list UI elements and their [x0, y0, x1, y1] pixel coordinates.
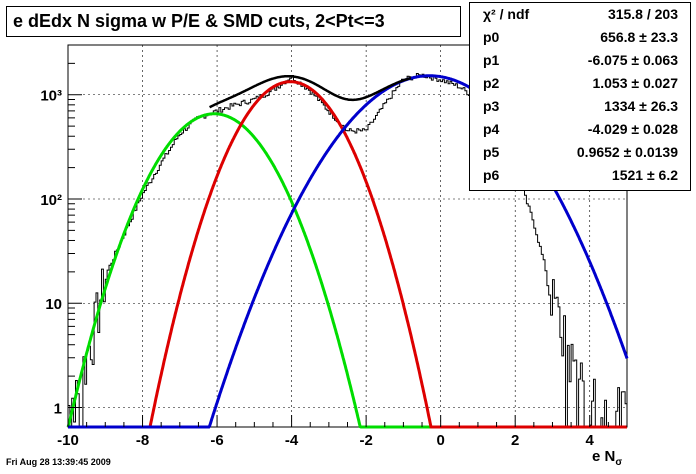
- x-tick-label: -10: [57, 432, 79, 449]
- x-tick-label: -4: [285, 432, 299, 449]
- stats-key: χ² / ndf: [483, 6, 530, 22]
- x-tick-label: 4: [586, 432, 595, 449]
- stats-value: -4.029 ± 0.028: [587, 121, 678, 137]
- stats-value: 656.8 ± 23.3: [600, 29, 678, 45]
- x-axis-title: e Nσ: [592, 448, 622, 468]
- y-tick-label: 10³: [40, 88, 62, 105]
- stats-key: p6: [483, 167, 500, 183]
- stats-key: p0: [483, 29, 500, 45]
- stats-row-p1: p1 -6.075 ± 0.063: [470, 50, 690, 73]
- stats-value: 0.9652 ± 0.0139: [576, 144, 678, 160]
- stats-key: p3: [483, 98, 500, 114]
- timestamp: Fri Aug 28 13:39:45 2009: [6, 457, 111, 467]
- stats-value: -6.075 ± 0.063: [587, 52, 678, 68]
- stats-value: 1334 ± 26.3: [604, 98, 678, 114]
- x-axis-title-sub: σ: [615, 457, 623, 468]
- stats-row-chi2: χ² / ndf 315.8 / 203: [470, 4, 690, 27]
- x-tick-label: 2: [511, 432, 519, 449]
- stats-key: p2: [483, 75, 500, 91]
- stats-box: χ² / ndf 315.8 / 203 p0 656.8 ± 23.3 p1 …: [469, 2, 691, 191]
- x-tick-label: 0: [436, 432, 444, 449]
- y-tick-label: 1: [54, 400, 62, 417]
- stats-value: 315.8 / 203: [607, 6, 678, 22]
- stats-row-p5: p5 0.9652 ± 0.0139: [470, 142, 690, 165]
- x-axis-title-main: e N: [592, 448, 616, 465]
- stats-key: p4: [483, 121, 500, 137]
- axes: -10 -8 -6 -4 -2 0 2 4 1 10 10² 10³: [40, 44, 628, 449]
- stats-row-p0: p0 656.8 ± 23.3: [470, 27, 690, 50]
- y-tick-label: 10²: [40, 192, 62, 209]
- stats-key: p1: [483, 52, 500, 68]
- stats-value: 1521 ± 6.2: [611, 167, 678, 183]
- stats-key: p5: [483, 144, 500, 160]
- stats-row-p3: p3 1334 ± 26.3: [470, 96, 690, 119]
- stats-row-p6: p6 1521 ± 6.2: [470, 165, 690, 188]
- chart-title: e dEdx N sigma w P/E & SMD cuts, 2<Pt<=3: [6, 6, 461, 37]
- y-tick-label: 10: [45, 296, 62, 313]
- total-fit-curve: [209, 74, 412, 109]
- stats-row-p4: p4 -4.029 ± 0.028: [470, 119, 690, 142]
- stats-value: 1.053 ± 0.027: [592, 75, 678, 91]
- x-tick-label: -6: [210, 432, 223, 449]
- x-tick-label: -8: [136, 432, 149, 449]
- x-tick-label: -2: [359, 432, 372, 449]
- stats-row-p2: p2 1.053 ± 0.027: [470, 73, 690, 96]
